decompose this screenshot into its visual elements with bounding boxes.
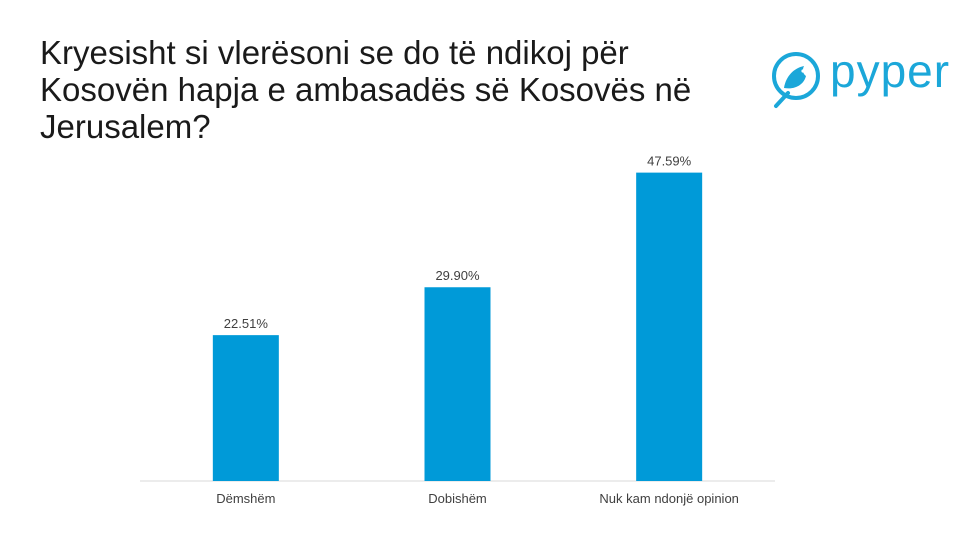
logo-text: pyper <box>830 45 951 97</box>
value-label-2: 29.90% <box>435 268 480 283</box>
bar-3 <box>636 172 703 481</box>
bar-2 <box>424 287 491 481</box>
category-label-2: Dobishëm <box>428 491 487 506</box>
value-label-1: 22.51% <box>224 316 269 331</box>
category-label-1: Dëmshëm <box>216 491 275 506</box>
pyper-logo: pyper <box>770 45 975 112</box>
category-label-3: Nuk kam ndonjë opinion <box>599 491 738 506</box>
bird-icon <box>772 52 820 108</box>
value-label-3: 47.59% <box>647 154 692 169</box>
bar-1 <box>212 335 279 481</box>
chart-title: Kryesisht si vlerësoni se do të ndikoj p… <box>40 34 692 145</box>
